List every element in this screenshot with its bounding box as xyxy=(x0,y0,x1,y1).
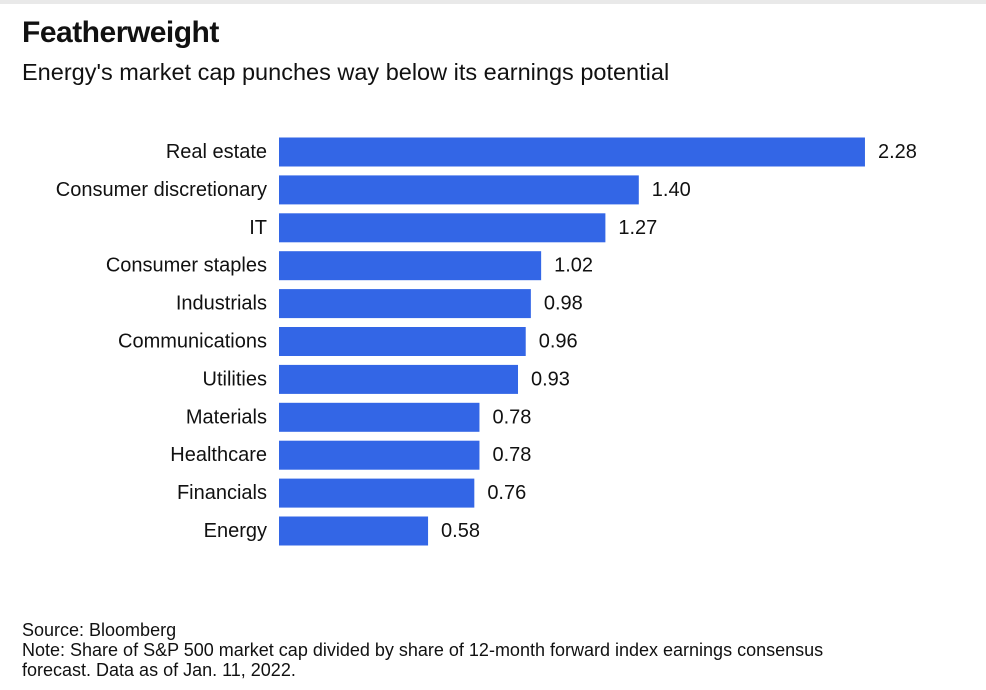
bar xyxy=(279,478,475,508)
value-label: 0.58 xyxy=(441,520,480,542)
bar xyxy=(279,137,865,167)
value-label: 0.93 xyxy=(531,368,570,390)
value-label: 2.28 xyxy=(878,141,917,163)
chart-footer: Source: Bloomberg Note: Share of S&P 500… xyxy=(22,620,972,680)
value-label: 0.96 xyxy=(539,331,578,353)
category-label: Consumer staples xyxy=(106,255,267,277)
bar-chart: Real estate 2.28 Consumer discretionary 1.4… xyxy=(56,137,917,546)
bar xyxy=(279,213,606,243)
bar xyxy=(279,327,526,356)
chart-title: Featherweight xyxy=(22,16,219,49)
value-label: 1.02 xyxy=(554,255,593,277)
category-label: Healthcare xyxy=(170,444,267,466)
value-label: 1.40 xyxy=(652,179,691,201)
value-label: 0.78 xyxy=(492,406,531,428)
category-label: Utilities xyxy=(203,368,267,390)
category-label: Consumer discretionary xyxy=(56,179,267,201)
top-divider xyxy=(0,0,986,4)
value-label: 0.78 xyxy=(492,444,531,466)
category-label: IT xyxy=(249,217,267,239)
category-label: Energy xyxy=(204,520,267,542)
bar xyxy=(279,364,519,394)
note-text-line-1: Note: Share of S&P 500 market cap divide… xyxy=(22,640,824,660)
bar xyxy=(279,402,480,432)
bar xyxy=(279,516,429,546)
category-label: Financials xyxy=(177,482,267,504)
bar xyxy=(279,251,542,281)
value-label: 0.76 xyxy=(487,482,526,504)
chart-subtitle: Energy's market cap punches way below it… xyxy=(22,59,670,85)
category-label: Communications xyxy=(118,331,267,353)
source-text: Source: Bloomberg xyxy=(22,620,177,640)
note-text-line-2: forecast. Data as of Jan. 11, 2022. xyxy=(22,660,296,680)
value-label: 0.98 xyxy=(544,293,583,315)
category-label: Materials xyxy=(186,406,267,428)
bar xyxy=(279,289,531,319)
category-label: Industrials xyxy=(176,293,267,315)
bar xyxy=(279,175,639,205)
bar xyxy=(279,440,480,470)
value-label: 1.27 xyxy=(618,217,657,239)
category-label: Real estate xyxy=(166,141,267,163)
